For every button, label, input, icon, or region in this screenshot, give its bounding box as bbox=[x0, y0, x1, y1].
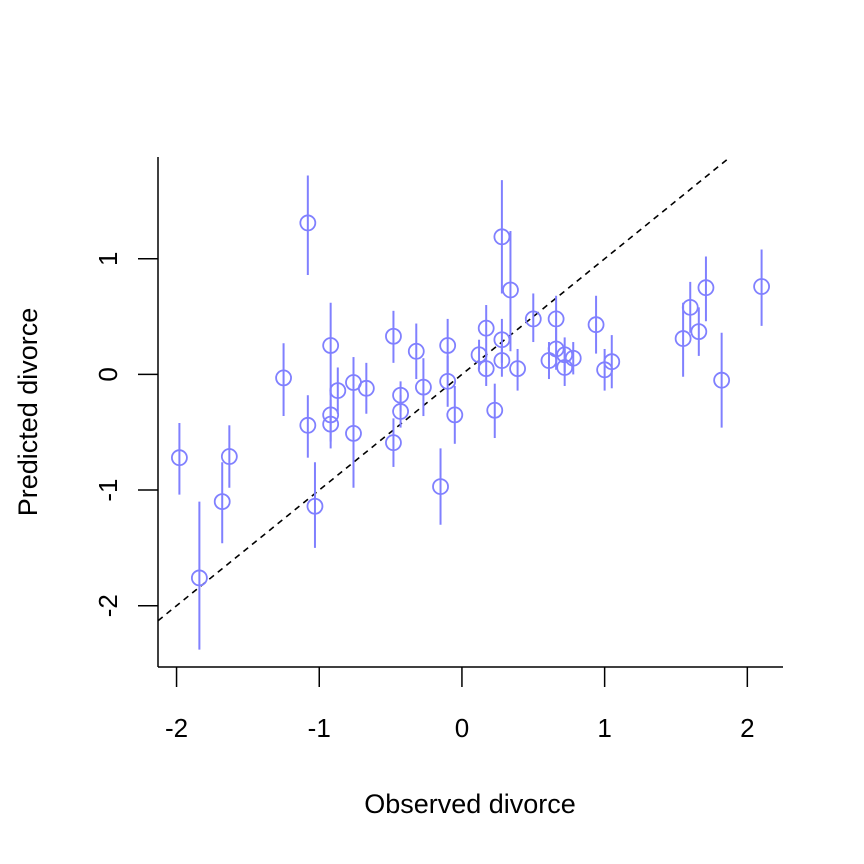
x-tick-label: 0 bbox=[455, 713, 469, 743]
data-point bbox=[446, 406, 464, 424]
error-bars-layer bbox=[178, 175, 763, 650]
data-point bbox=[547, 310, 565, 328]
data-point bbox=[524, 310, 542, 328]
data-point bbox=[439, 372, 457, 390]
data-point bbox=[415, 378, 432, 396]
data-point bbox=[697, 279, 715, 297]
data-point bbox=[385, 434, 402, 452]
axes-layer: -2 -1 0 1 2 -2 -1 0 1 bbox=[93, 157, 783, 743]
data-point bbox=[603, 353, 621, 371]
data-point bbox=[392, 403, 409, 420]
data-point bbox=[477, 360, 495, 378]
data-point bbox=[275, 369, 292, 387]
data-point bbox=[477, 319, 495, 337]
data-point bbox=[690, 323, 708, 341]
data-point bbox=[306, 497, 324, 515]
data-point bbox=[357, 379, 375, 397]
data-point bbox=[556, 346, 574, 364]
data-point bbox=[681, 298, 699, 316]
x-tick-label: -1 bbox=[308, 713, 331, 743]
data-point bbox=[493, 228, 511, 246]
data-point bbox=[322, 415, 340, 433]
data-point bbox=[322, 406, 340, 424]
y-tick-label: 1 bbox=[93, 252, 123, 266]
data-point bbox=[493, 352, 511, 369]
data-point bbox=[564, 349, 582, 367]
data-point bbox=[486, 401, 504, 419]
x-tick-label: -2 bbox=[165, 713, 188, 743]
data-point bbox=[439, 337, 457, 354]
y-tick-label: -1 bbox=[93, 478, 123, 501]
x-tick-label: 2 bbox=[740, 713, 754, 743]
data-point bbox=[432, 478, 449, 495]
data-point bbox=[556, 359, 574, 376]
data-point bbox=[547, 340, 565, 358]
data-point bbox=[502, 281, 519, 299]
data-point bbox=[470, 346, 488, 364]
x-axis-title: Observed divorce bbox=[364, 789, 576, 819]
x-tick-label: 1 bbox=[597, 713, 611, 743]
data-point bbox=[385, 327, 402, 345]
data-point bbox=[345, 424, 362, 442]
data-point bbox=[220, 448, 238, 465]
data-point bbox=[587, 316, 605, 334]
data-point bbox=[753, 278, 770, 295]
y-axis-title: Predicted divorce bbox=[13, 308, 43, 517]
data-point bbox=[674, 330, 692, 347]
data-point bbox=[493, 331, 511, 349]
data-point bbox=[713, 371, 731, 389]
data-point bbox=[213, 493, 231, 511]
data-point bbox=[190, 569, 208, 587]
data-point bbox=[299, 416, 317, 434]
data-point bbox=[509, 360, 526, 378]
y-tick-label: 0 bbox=[93, 367, 123, 381]
y-tick-label: -2 bbox=[93, 594, 123, 617]
data-point bbox=[171, 449, 188, 467]
points-layer bbox=[171, 214, 770, 587]
data-point bbox=[299, 214, 317, 232]
x-axis-ticks: -2 -1 0 1 2 bbox=[165, 667, 755, 743]
data-point bbox=[407, 342, 425, 360]
y-axis-ticks: -2 -1 0 1 bbox=[93, 252, 158, 617]
data-point bbox=[392, 386, 409, 404]
data-point bbox=[329, 382, 347, 400]
data-point bbox=[322, 337, 340, 354]
